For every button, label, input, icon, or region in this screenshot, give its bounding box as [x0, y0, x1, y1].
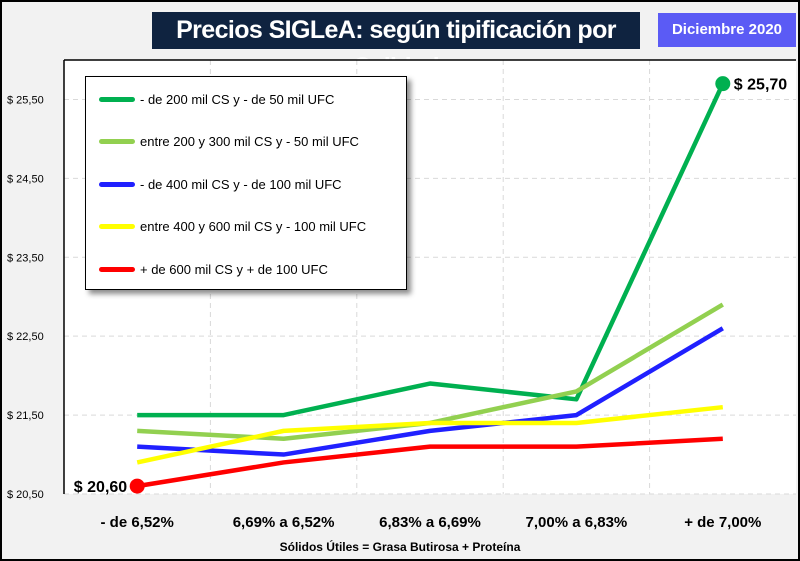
legend-label: entre 400 y 600 mil CS y - 100 mil UFC [140, 219, 367, 234]
x-tick-label: 7,00% a 6,83% [526, 514, 628, 531]
legend-swatch [99, 181, 135, 187]
legend-swatch [99, 139, 135, 144]
data-point-marker [129, 478, 145, 494]
y-tick-label: $ 21,50 [7, 410, 44, 422]
legend-swatch [99, 266, 135, 272]
y-tick-label: $ 23,50 [7, 252, 44, 264]
legend-item: entre 400 y 600 mil CS y - 100 mil UFC [99, 217, 366, 237]
data-label: $ 25,70 [734, 77, 787, 94]
series-line-4 [136, 404, 724, 465]
data-label: $ 20,60 [74, 479, 127, 496]
legend-item: - de 200 mil CS y - de 50 mil UFC [99, 89, 334, 109]
series-line-5 [136, 436, 723, 489]
x-axis-label: Sólidos Útiles = Grasa Butirosa + Proteí… [280, 539, 521, 554]
series-line-3 [137, 326, 724, 457]
legend-label: - de 400 mil CS y - de 100 mil UFC [140, 176, 342, 192]
legend-item: entre 200 y 300 mil CS y - 50 mil UFC [99, 132, 359, 152]
legend-item: - de 400 mil CS y - de 100 mil UFC [99, 174, 342, 194]
x-tick-label: 6,83% a 6,69% [379, 514, 481, 531]
x-tick-label: - de 6,52% [101, 514, 174, 531]
y-tick-label: $ 25,50 [7, 94, 44, 106]
chart-title: Precios SIGLeA: según tipificación por C… [152, 12, 640, 81]
legend-swatch [99, 224, 135, 229]
chart-date-badge: Diciembre 2020 [658, 13, 796, 47]
legend-swatch [99, 96, 135, 102]
x-tick-label: + de 7,00% [684, 514, 761, 531]
y-tick-label: $ 20,50 [7, 489, 44, 501]
series-line-1 [137, 82, 725, 418]
legend-label: + de 600 mil CS y + de 100 UFC [140, 261, 328, 277]
legend-label: - de 200 mil CS y - de 50 mil UFC [140, 91, 335, 107]
chart-legend: - de 200 mil CS y - de 50 mil UFC entre 2… [85, 76, 407, 290]
data-point-marker [715, 76, 731, 92]
y-tick-label: $ 24,50 [7, 173, 44, 185]
y-tick-label: $ 22,50 [7, 331, 44, 343]
x-tick-label: 6,69% a 6,52% [233, 514, 335, 531]
legend-item: + de 600 mil CS y + de 100 UFC [99, 259, 328, 279]
legend-label: entre 200 y 300 mil CS y - 50 mil UFC [140, 134, 359, 149]
